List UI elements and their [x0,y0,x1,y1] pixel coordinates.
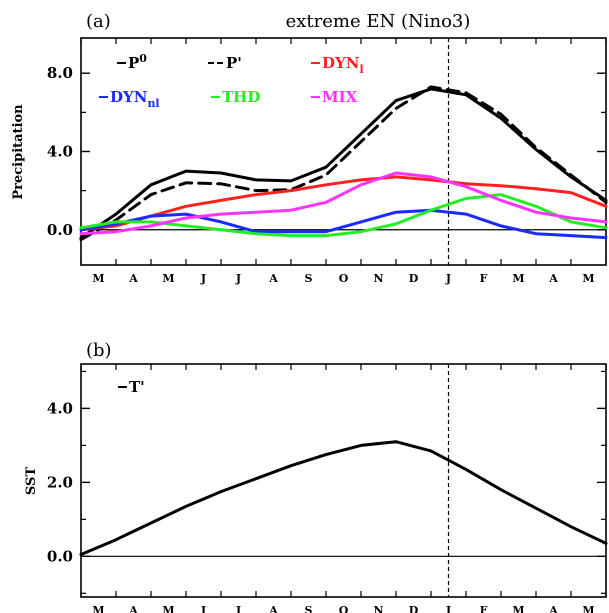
legend-label: P0 [128,52,147,72]
x-month-label: M [512,604,524,613]
plot-frame [80,363,607,598]
series-line-dynnl [79,208,608,240]
x-month-label: A [548,604,558,613]
x-month-label: J [445,272,451,285]
x-month-label: J [445,604,451,613]
legend-label: DYNl [322,54,364,76]
x-month-label: A [268,604,278,613]
x-month-label: A [268,272,278,285]
legend-label: THD [222,88,260,106]
x-month-label: M [92,604,104,613]
y-tick-label: 2.0 [47,473,73,491]
x-month-label: M [92,272,104,285]
x-month-label: M [582,272,594,285]
x-month-label: D [409,604,419,613]
legend-label: T' [129,378,145,396]
y-tick-label: 0.0 [47,547,73,565]
x-month-label: D [409,272,419,285]
y-tick-label: 0.0 [47,221,73,239]
legend-item: MIX [311,88,358,106]
x-month-label: O [339,272,349,285]
series-line-t [79,440,608,556]
x-month-label: A [548,272,558,285]
legend-item: DYNl [311,54,364,76]
legend-label: P' [226,54,242,72]
x-month-label: M [582,604,594,613]
x-month-label: S [305,604,313,613]
series-line-p [79,85,608,242]
legend-item: P' [208,54,242,72]
x-month-label: S [305,272,313,285]
legend-item: THD [211,88,260,106]
panel-b-chart: 0.0 2.0 4.0 M A M J J A S O N D J F M A M T' (b) SST [24,340,608,613]
series-line-mix [79,171,608,236]
series-line-thd [79,193,608,238]
legend-item: DYNnl [99,88,160,110]
x-month-label: F [480,604,488,613]
series-line-p [79,87,608,240]
series-line-dynl [79,175,608,232]
legend-label: MIX [322,88,358,106]
x-month-label: F [480,272,488,285]
x-month-label: O [339,604,349,613]
x-month-label: J [235,604,241,613]
x-month-label: M [162,272,174,285]
y-axis-label: SST [24,467,39,495]
panel-a-chart: 0.0 4.0 8.0 M A M J J A S O N D J F M A M P0 P' DYNl DYNnl THD… [11,11,608,285]
x-month-label: M [512,272,524,285]
panel-label: (b) [86,340,112,361]
legend-item: P0 [117,52,147,72]
y-axis-label: Precipitation [11,104,26,200]
panel-label: (a) [86,11,111,32]
x-month-label: A [128,272,138,285]
chart-title: extreme EN (Nino3) [286,11,471,32]
x-month-label: A [128,604,138,613]
x-month-label: J [200,604,206,613]
y-tick-label: 4.0 [47,143,73,161]
x-month-label: M [162,604,174,613]
x-month-label: J [235,272,241,285]
legend-label: DYNnl [110,88,160,110]
x-month-label: J [200,272,206,285]
legend-item: T' [118,378,145,396]
y-tick-label: 4.0 [47,399,73,417]
x-month-label: N [373,272,383,285]
x-month-label: N [373,604,383,613]
y-tick-label: 8.0 [47,64,73,82]
